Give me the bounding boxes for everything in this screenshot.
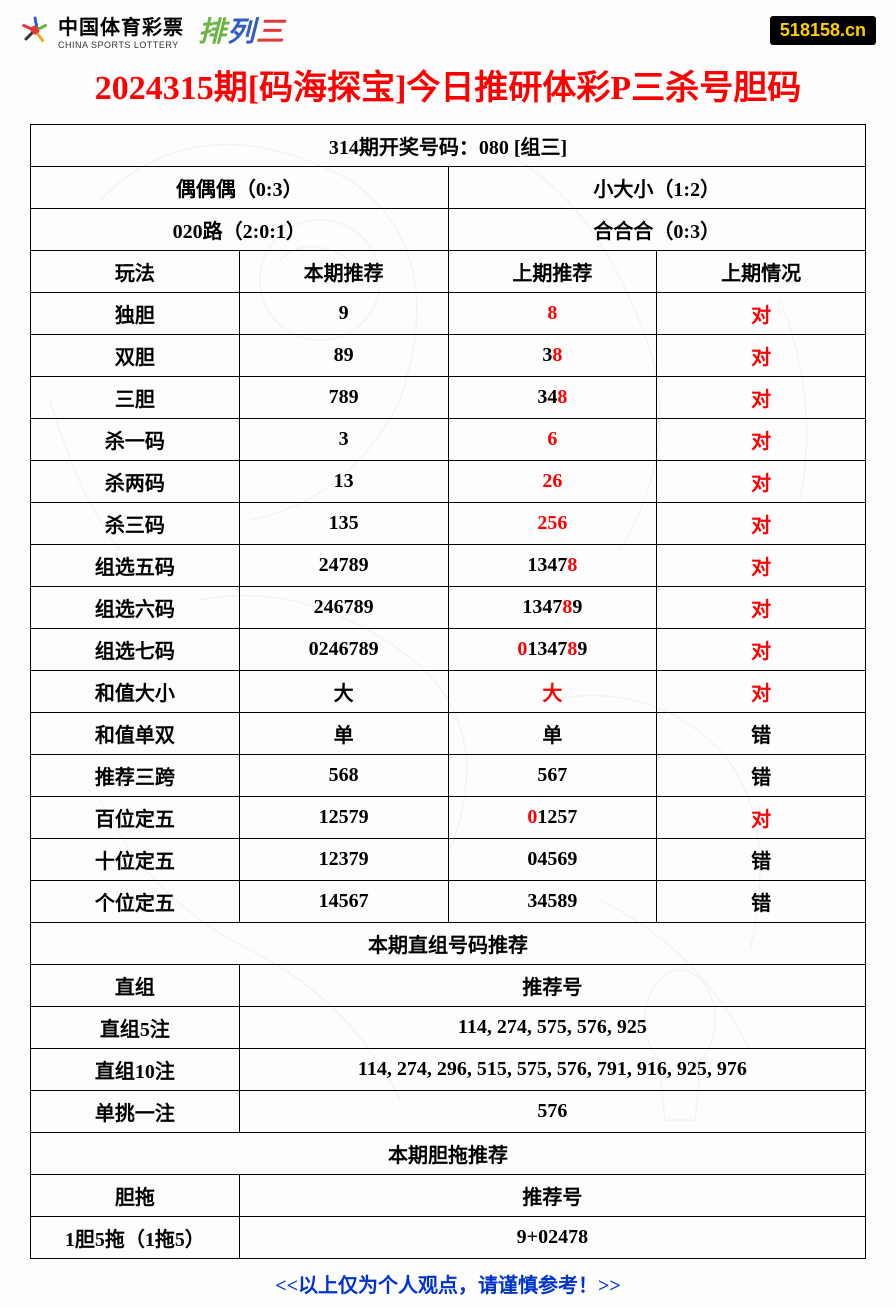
col-header-2: 上期推荐 xyxy=(448,251,657,293)
prev-result: 对 xyxy=(657,335,866,377)
play-type: 杀三码 xyxy=(31,503,240,545)
logo-chinese: 中国体育彩票 xyxy=(58,11,184,40)
prev-result: 错 xyxy=(657,881,866,923)
play-type: 独胆 xyxy=(31,293,240,335)
play-type: 杀一码 xyxy=(31,419,240,461)
zhizu-label: 直组5注 xyxy=(31,1007,240,1049)
zhizu-value: 114, 274, 575, 576, 925 xyxy=(239,1007,865,1049)
main-title: 2024315期[码海探宝]今日推研体彩P三杀号胆码 xyxy=(0,55,896,124)
zhizu-value: 576 xyxy=(239,1091,865,1133)
current-rec: 89 xyxy=(239,335,448,377)
dantuo-header: 胆拖 xyxy=(31,1175,240,1217)
parity-info: 偶偶偶（0:3） xyxy=(31,167,449,209)
section2-title: 本期直组号码推荐 xyxy=(31,923,866,965)
play-type: 组选五码 xyxy=(31,545,240,587)
zhizu-label: 单挑一注 xyxy=(31,1091,240,1133)
current-rec: 24789 xyxy=(239,545,448,587)
prev-rec: 大 xyxy=(448,671,657,713)
dantuo-label: 1胆5拖（1拖5） xyxy=(31,1217,240,1259)
prev-rec: 04569 xyxy=(448,839,657,881)
zhizu-value: 114, 274, 296, 515, 575, 576, 791, 916, … xyxy=(239,1049,865,1091)
prev-rec: 567 xyxy=(448,755,657,797)
current-rec: 大 xyxy=(239,671,448,713)
page-header: 中国体育彩票 CHINA SPORTS LOTTERY 排列三 518158.c… xyxy=(0,0,896,55)
zhizu-label: 直组10注 xyxy=(31,1049,240,1091)
prev-rec: 134789 xyxy=(448,587,657,629)
prev-result: 对 xyxy=(657,503,866,545)
current-rec: 3 xyxy=(239,419,448,461)
prev-rec: 256 xyxy=(448,503,657,545)
prev-result: 错 xyxy=(657,839,866,881)
current-rec: 9 xyxy=(239,293,448,335)
lottery-table: 314期开奖号码：080 [组三]偶偶偶（0:3）小大小（1:2）020路（2:… xyxy=(30,124,866,1259)
current-rec: 568 xyxy=(239,755,448,797)
play-type: 组选六码 xyxy=(31,587,240,629)
current-rec: 246789 xyxy=(239,587,448,629)
dantuo-rec-header: 推荐号 xyxy=(239,1175,865,1217)
play-type: 三胆 xyxy=(31,377,240,419)
col-header-1: 本期推荐 xyxy=(239,251,448,293)
current-rec: 13 xyxy=(239,461,448,503)
lottery-logo-icon xyxy=(20,15,50,45)
prev-result: 对 xyxy=(657,629,866,671)
prev-rec: 34589 xyxy=(448,881,657,923)
section3-title: 本期胆拖推荐 xyxy=(31,1133,866,1175)
prev-rec: 0134789 xyxy=(448,629,657,671)
site-badge: 518158.cn xyxy=(770,16,876,45)
rec-header: 推荐号 xyxy=(239,965,865,1007)
play-type: 推荐三跨 xyxy=(31,755,240,797)
current-rec: 14567 xyxy=(239,881,448,923)
current-rec: 12379 xyxy=(239,839,448,881)
dantuo-value: 9+02478 xyxy=(239,1217,865,1259)
prev-rec: 01257 xyxy=(448,797,657,839)
logo-english: CHINA SPORTS LOTTERY xyxy=(58,40,184,50)
road-info: 020路（2:0:1） xyxy=(31,209,449,251)
prev-rec: 348 xyxy=(448,377,657,419)
prev-result: 错 xyxy=(657,755,866,797)
play-type: 组选七码 xyxy=(31,629,240,671)
prev-result: 对 xyxy=(657,419,866,461)
prev-result: 对 xyxy=(657,587,866,629)
combo-info: 合合合（0:3） xyxy=(448,209,866,251)
table-container: 314期开奖号码：080 [组三]偶偶偶（0:3）小大小（1:2）020路（2:… xyxy=(0,124,896,1308)
prev-rec: 13478 xyxy=(448,545,657,587)
play-type: 双胆 xyxy=(31,335,240,377)
prev-result: 对 xyxy=(657,461,866,503)
prev-result: 对 xyxy=(657,377,866,419)
play-type: 十位定五 xyxy=(31,839,240,881)
prev-rec: 38 xyxy=(448,335,657,377)
play-type: 和值单双 xyxy=(31,713,240,755)
draw-info: 314期开奖号码：080 [组三] xyxy=(31,125,866,167)
current-rec: 789 xyxy=(239,377,448,419)
current-rec: 135 xyxy=(239,503,448,545)
current-rec: 单 xyxy=(239,713,448,755)
prev-rec: 单 xyxy=(448,713,657,755)
prev-rec: 8 xyxy=(448,293,657,335)
footer-note: <<以上仅为个人观点，请谨慎参考！>> xyxy=(30,1259,866,1308)
prev-rec: 6 xyxy=(448,419,657,461)
zhizu-header: 直组 xyxy=(31,965,240,1007)
prev-result: 对 xyxy=(657,293,866,335)
prev-result: 错 xyxy=(657,713,866,755)
current-rec: 0246789 xyxy=(239,629,448,671)
prev-rec: 26 xyxy=(448,461,657,503)
prev-result: 对 xyxy=(657,671,866,713)
prev-result: 对 xyxy=(657,797,866,839)
play-type: 百位定五 xyxy=(31,797,240,839)
current-rec: 12579 xyxy=(239,797,448,839)
size-info: 小大小（1:2） xyxy=(448,167,866,209)
prev-result: 对 xyxy=(657,545,866,587)
play-type: 个位定五 xyxy=(31,881,240,923)
play-type: 杀两码 xyxy=(31,461,240,503)
logo-area: 中国体育彩票 CHINA SPORTS LOTTERY 排列三 xyxy=(20,10,284,50)
col-header-0: 玩法 xyxy=(31,251,240,293)
play-type: 和值大小 xyxy=(31,671,240,713)
pailiesan-logo: 排列三 xyxy=(198,10,284,50)
col-header-3: 上期情况 xyxy=(657,251,866,293)
